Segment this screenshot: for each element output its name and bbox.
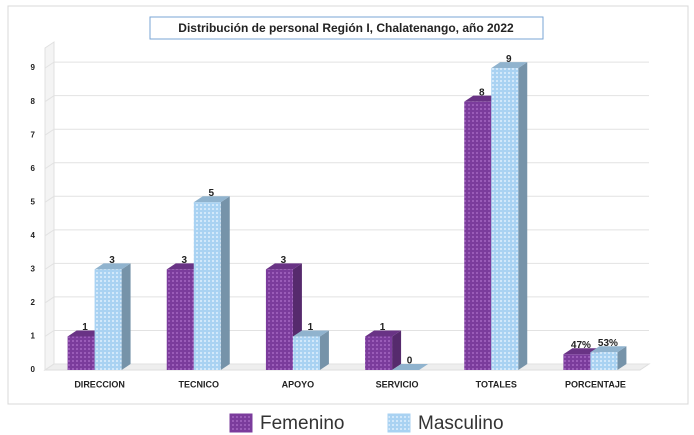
- y-tick-label: 9: [31, 63, 36, 72]
- bar: [292, 330, 329, 370]
- bar-side: [392, 330, 402, 370]
- y-tick-label: 1: [31, 332, 36, 341]
- y-tick-label: 0: [31, 365, 36, 374]
- bar-front: [464, 101, 492, 371]
- bar-side: [617, 346, 627, 370]
- y-tick-label: 7: [31, 130, 36, 139]
- value-label: 1: [308, 322, 314, 333]
- bar: [590, 346, 627, 370]
- value-label: 3: [181, 255, 187, 266]
- value-label: 9: [506, 54, 512, 65]
- legend-label: Masculino: [418, 413, 504, 434]
- bar-front: [265, 269, 293, 370]
- bar-top: [365, 330, 402, 337]
- chart-title: Distribución de personal Región I, Chala…: [178, 21, 514, 35]
- y-tick-label: 2: [31, 298, 36, 307]
- x-tick-label: DIRECCION: [74, 379, 125, 389]
- bar-front: [94, 269, 122, 370]
- bar-front: [491, 68, 519, 370]
- bar-side: [518, 62, 528, 370]
- y-tick-label: 6: [31, 164, 36, 173]
- bar: [491, 62, 528, 370]
- title-box: [149, 16, 544, 40]
- legend-swatch: [229, 413, 253, 433]
- bar: [94, 263, 131, 370]
- grid-line: [44, 229, 649, 237]
- value-label: 53%: [598, 338, 618, 349]
- value-label: 0: [407, 356, 413, 367]
- floor: [43, 363, 651, 371]
- grid-line: [44, 296, 649, 304]
- bar: [193, 196, 230, 370]
- bar-top: [94, 263, 131, 270]
- bar-top: [292, 330, 329, 337]
- x-tick-label: TECNICO: [179, 379, 220, 389]
- bar-front: [590, 352, 618, 370]
- y-tick-label: 5: [31, 197, 36, 206]
- bar-top: [491, 62, 528, 69]
- bar-top: [193, 196, 230, 203]
- bar-side: [121, 263, 131, 370]
- y-tick-label: 3: [31, 264, 36, 273]
- bar-front: [166, 269, 194, 370]
- bar: [365, 330, 402, 370]
- legend-label: Femenino: [260, 413, 345, 434]
- grid-line: [44, 162, 649, 170]
- y-tick-label: 8: [31, 97, 36, 106]
- y-tick-label: 4: [31, 231, 36, 240]
- x-tick-label: APOYO: [282, 379, 315, 389]
- grid-line: [44, 363, 649, 371]
- bar-top: [392, 364, 429, 370]
- grid-line: [44, 128, 649, 136]
- value-label: 3: [109, 255, 115, 266]
- bar-front: [365, 336, 393, 370]
- value-label: 1: [380, 322, 386, 333]
- bar-top: [265, 263, 302, 270]
- value-label: 1: [82, 322, 88, 333]
- bar-top: [590, 346, 627, 353]
- value-label: 3: [281, 255, 287, 266]
- x-tick-label: SERVICIO: [376, 379, 419, 389]
- bar-front: [563, 354, 591, 370]
- bar: [392, 364, 429, 370]
- back-wall: [44, 41, 55, 371]
- bar-side: [319, 330, 329, 370]
- bar-front: [292, 336, 320, 370]
- legend-swatch: [387, 413, 411, 433]
- bar-front: [193, 202, 221, 370]
- grid-line: [44, 195, 649, 203]
- value-label: 5: [208, 188, 214, 199]
- grid-line: [44, 61, 649, 69]
- x-tick-label: PORCENTAJE: [565, 379, 626, 389]
- grid-line: [44, 329, 649, 337]
- bar-front: [67, 336, 95, 370]
- bar-side: [220, 196, 230, 370]
- grid-line: [44, 95, 649, 103]
- value-label: 47%: [571, 340, 591, 351]
- grid-line: [44, 262, 649, 270]
- x-tick-label: TOTALES: [476, 379, 517, 389]
- value-label: 8: [479, 87, 485, 98]
